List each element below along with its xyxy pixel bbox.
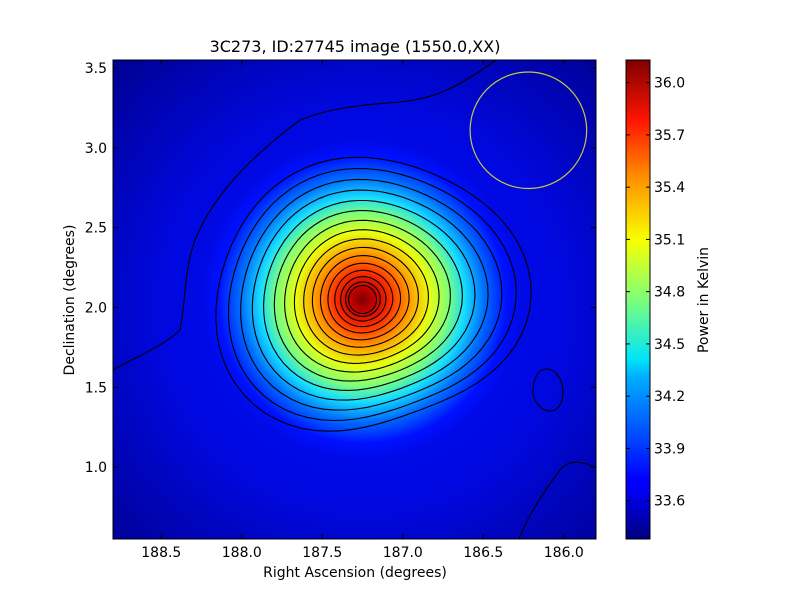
colorbar-label: Power in Kelvin	[696, 247, 712, 353]
colorbar-tick-label: 35.1	[654, 232, 685, 248]
contour-line	[284, 219, 451, 373]
contour-line	[340, 276, 387, 322]
contour-line	[251, 189, 489, 401]
axes-frame	[112, 59, 597, 540]
y-tick-label: 3.5	[85, 61, 107, 77]
colorbar-tick-label: 34.5	[654, 337, 685, 353]
contour-line	[348, 284, 378, 315]
contour-line	[319, 255, 410, 341]
y-tick-label: 2.5	[85, 221, 107, 237]
heatmap	[113, 60, 596, 539]
x-axis-label: Right Ascension (degrees)	[263, 565, 447, 581]
colorbar-tick-label: 33.6	[654, 494, 685, 510]
chart-title: 3C273, ID:27745 image (1550.0,XX)	[210, 37, 501, 56]
y-tick-label: 2.0	[85, 300, 107, 316]
x-tick-label: 186.5	[463, 545, 503, 561]
contour-line	[263, 199, 476, 391]
y-tick-label: 1.5	[85, 380, 107, 396]
contour-lines	[215, 156, 532, 432]
x-tick-label: 186.0	[544, 545, 584, 561]
y-axis-ticks: 1.0 1.5 2.0 2.5 3.0 3.5	[85, 61, 596, 476]
colorbar-tick-label: 36.0	[654, 76, 685, 92]
outer-contour-left	[113, 60, 497, 371]
x-axis-ticks: 188.5 188.0 187.5 187.0 186.5 186.0	[141, 60, 584, 561]
outer-contour-right	[518, 461, 596, 539]
x-tick-label: 187.5	[302, 545, 342, 561]
x-tick-label: 187.0	[383, 545, 423, 561]
contour-line	[273, 210, 463, 382]
contour-line	[327, 262, 402, 334]
contour-line	[240, 178, 503, 411]
y-tick-label: 3.0	[85, 141, 107, 157]
contour-line	[344, 281, 381, 317]
y-tick-label: 1.0	[85, 460, 107, 476]
colorbar-gradient-bar	[625, 59, 651, 540]
small-contour	[532, 368, 564, 412]
contour-line	[334, 269, 394, 328]
contour-line	[215, 156, 532, 432]
contour-line	[227, 167, 517, 422]
x-tick-label: 188.5	[141, 545, 181, 561]
colorbar-tick-label: 35.4	[654, 180, 685, 196]
y-axis-label: Declination (degrees)	[62, 225, 78, 376]
colorbar-ticks: 33.6 33.9 34.2 34.5 34.8 35.1 35.4 35.7 36.0	[626, 76, 685, 510]
colorbar-tick-label: 33.9	[654, 441, 685, 457]
x-tick-label: 188.0	[222, 545, 262, 561]
contour-line	[303, 238, 429, 356]
colorbar: 33.6 33.9 34.2 34.5 34.8 35.1 35.4 35.7 36.0 Pow…	[625, 59, 712, 540]
colorbar-tick-label: 34.8	[654, 285, 685, 301]
colorbar-tick-label: 35.7	[654, 128, 685, 144]
contour-line	[311, 246, 419, 348]
colorbar-tick-label: 34.2	[654, 389, 685, 405]
contour-line	[293, 229, 440, 364]
beam-circle	[469, 71, 588, 190]
